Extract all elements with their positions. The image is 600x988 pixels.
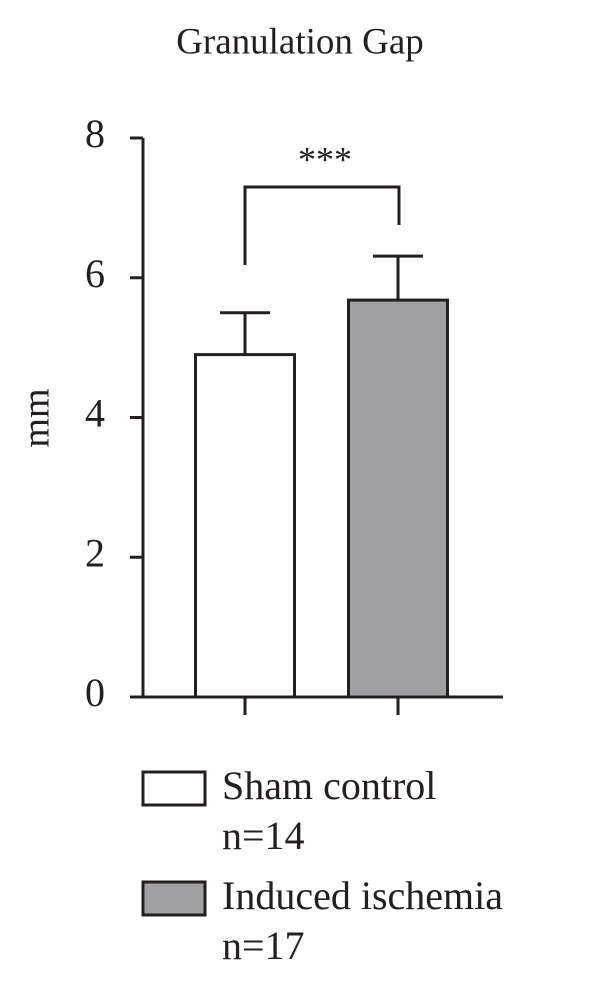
legend-swatch	[141, 880, 207, 917]
y-tick-label: 2	[85, 530, 105, 575]
bar	[194, 353, 296, 699]
legend-count: n=17	[222, 923, 305, 968]
y-tick-label: 0	[85, 670, 105, 715]
legend-swatch	[141, 770, 207, 807]
significance-bracket	[243, 185, 401, 265]
y-tick-label: 8	[85, 111, 105, 156]
annotation: ***	[298, 139, 352, 179]
chart-title: Granulation Gap	[176, 21, 424, 62]
legend-label: Induced ischemia	[222, 873, 503, 918]
y-axis-label: mm	[16, 388, 58, 447]
y-tick-label: 6	[85, 251, 105, 296]
y-tick-label: 4	[85, 391, 105, 436]
bar	[347, 298, 449, 699]
legend-label: Sham control	[222, 763, 436, 808]
legend-count: n=14	[222, 813, 305, 858]
